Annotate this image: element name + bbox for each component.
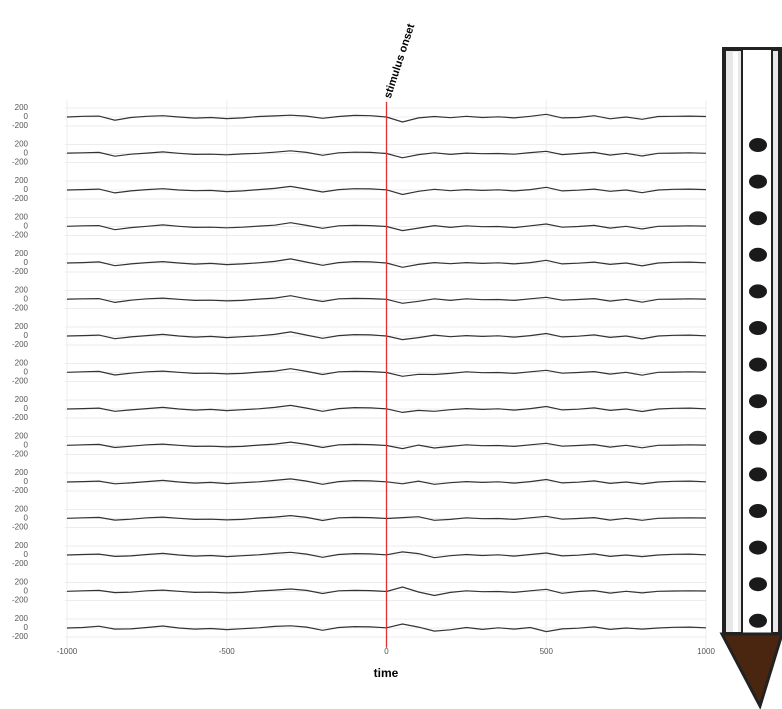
y-tick-label: 0: [24, 149, 29, 158]
electrode: [749, 540, 767, 555]
y-tick-label: 200: [15, 359, 29, 368]
y-tick-label: -200: [12, 450, 29, 459]
y-tick-label: 0: [24, 258, 29, 267]
electrode: [749, 174, 767, 189]
y-tick-label: -200: [12, 158, 29, 167]
y-tick-label: 200: [15, 432, 29, 441]
y-tick-label: 0: [24, 112, 29, 121]
electrode: [749, 247, 767, 262]
electrode: [749, 357, 767, 372]
y-tick-label: 0: [24, 368, 29, 377]
y-tick-label: 200: [15, 176, 29, 185]
y-tick-label: 0: [24, 514, 29, 523]
y-tick-label: -200: [12, 340, 29, 349]
y-tick-label: 200: [15, 103, 29, 112]
y-tick-label: 0: [24, 623, 29, 632]
x-tick-label: 500: [540, 647, 554, 656]
y-tick-label: -200: [12, 267, 29, 276]
x-tick-label: 1000: [697, 647, 715, 656]
probe: [719, 47, 782, 709]
y-tick-label: -200: [12, 304, 29, 313]
y-tick-label: 0: [24, 185, 29, 194]
y-tick-label: -200: [12, 523, 29, 532]
y-tick-label: -200: [12, 231, 29, 240]
electrode: [749, 211, 767, 226]
y-tick-label: 200: [15, 395, 29, 404]
y-tick-label: 200: [15, 213, 29, 222]
y-tick-label: 200: [15, 468, 29, 477]
y-tick-label: 200: [15, 505, 29, 514]
y-tick-label: 200: [15, 286, 29, 295]
y-tick-label: 200: [15, 140, 29, 149]
electrode: [749, 577, 767, 592]
y-tick-label: 0: [24, 404, 29, 413]
electrode: [749, 394, 767, 409]
x-tick-label: -1000: [57, 647, 78, 656]
y-tick-label: -200: [12, 413, 29, 422]
y-tick-label: 0: [24, 331, 29, 340]
electrode: [749, 430, 767, 445]
y-tick-label: 200: [15, 249, 29, 258]
x-tick-label: 0: [384, 647, 389, 656]
probe-tip: [719, 632, 782, 709]
y-tick-label: 0: [24, 550, 29, 559]
electrode: [749, 284, 767, 299]
electrode: [749, 467, 767, 482]
electrode: [749, 613, 767, 628]
onset-label: stimulus onset: [382, 22, 418, 100]
x-tick-label: -500: [219, 647, 236, 656]
y-tick-label: -200: [12, 194, 29, 203]
y-tick-label: 0: [24, 295, 29, 304]
y-tick-label: -200: [12, 377, 29, 386]
y-tick-label: -200: [12, 596, 29, 605]
y-tick-label: 200: [15, 541, 29, 550]
y-tick-label: 200: [15, 322, 29, 331]
probe-stripe: [733, 52, 738, 632]
electrode: [749, 504, 767, 518]
x-axis-label: time: [374, 666, 399, 680]
y-tick-label: -200: [12, 121, 29, 130]
y-tick-label: -200: [12, 559, 29, 568]
y-tick-label: 200: [15, 614, 29, 623]
y-tick-label: 0: [24, 587, 29, 596]
y-tick-label: 200: [15, 578, 29, 587]
y-tick-label: -200: [12, 486, 29, 495]
y-tick-label: 0: [24, 477, 29, 486]
electrode: [749, 321, 767, 335]
y-tick-label: -200: [12, 632, 29, 641]
y-tick-label: 0: [24, 222, 29, 231]
electrode: [749, 138, 767, 152]
y-tick-label: 0: [24, 441, 29, 450]
electrodes: [749, 138, 767, 628]
